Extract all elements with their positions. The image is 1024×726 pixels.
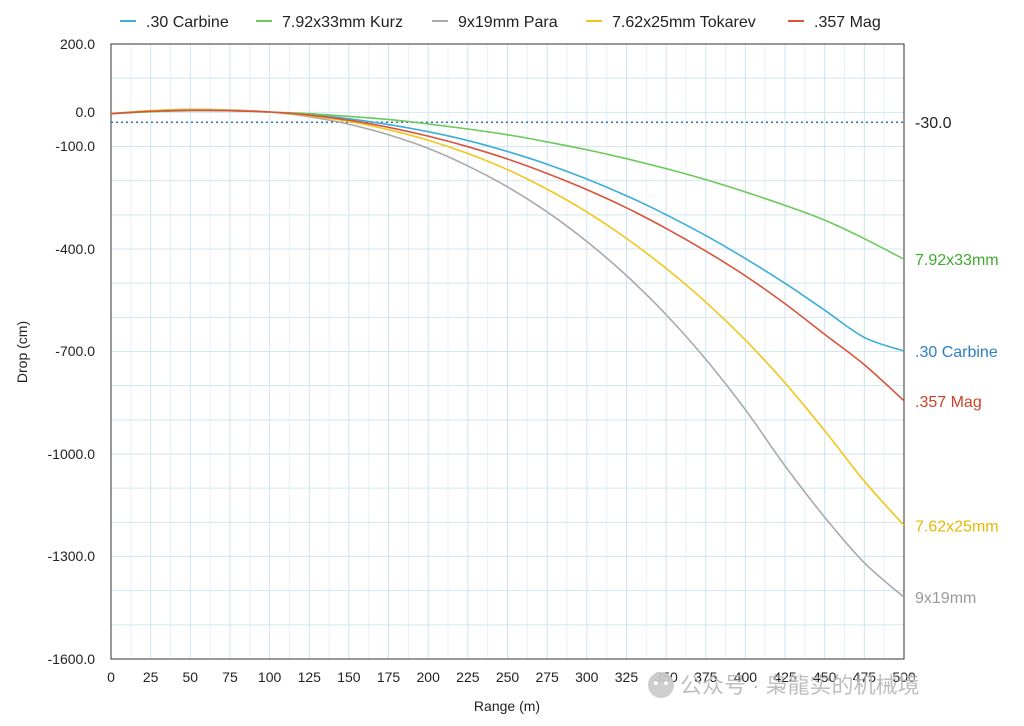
series-end-labels: .30 Carbine 7.92x33mm 9x19mm 7.62x25mm .357 …	[915, 252, 999, 607]
y-tick-label: -1000.0	[48, 446, 96, 462]
legend-label: 7.62x25mm Tokarev	[612, 14, 756, 31]
wechat-icon	[648, 672, 674, 698]
watermark-text: 公众号 · 枭龍实的机械境	[680, 673, 920, 698]
minor-grid	[111, 43, 904, 660]
series-end-label: 7.92x33mm	[915, 252, 999, 269]
series-end-label: 9x19mm	[915, 590, 976, 607]
x-tick-label: 225	[456, 669, 480, 685]
series-end-label: 7.62x25mm	[915, 518, 999, 535]
y-tick-label: -700.0	[55, 343, 95, 359]
x-tick-label: 500	[892, 669, 916, 685]
x-tick-label: 0	[107, 669, 115, 685]
reference-line-label: -30.0	[915, 115, 952, 132]
x-axis-title: Range (m)	[474, 698, 540, 714]
x-tick-label: 400	[734, 669, 758, 685]
x-tick-label: 425	[773, 669, 797, 685]
y-tick-labels: 200.0 0.0 -100.0 -400.0 -700.0 -1000.0 -1300.0…	[48, 36, 96, 667]
x-tick-label: 175	[377, 669, 401, 685]
x-tick-label: 200	[417, 669, 441, 685]
x-tick-label: 100	[258, 669, 282, 685]
y-tick-label: -100.0	[55, 138, 95, 154]
x-tick-label: 375	[694, 669, 718, 685]
x-tick-label: 50	[183, 669, 199, 685]
legend: .30 Carbine 7.92x33mm Kurz 9x19mm Para 7.62…	[120, 14, 881, 31]
legend-label: .357 Mag	[814, 14, 881, 31]
x-tick-label: 250	[496, 669, 520, 685]
major-grid	[110, 44, 905, 659]
legend-label: 9x19mm Para	[458, 14, 558, 31]
series-end-label: .30 Carbine	[915, 344, 998, 361]
y-tick-label: -400.0	[55, 241, 95, 257]
legend-label: 7.92x33mm Kurz	[282, 14, 403, 31]
series-line	[110, 109, 905, 402]
series-end-label: .357 Mag	[915, 394, 982, 411]
y-tick-label: 0.0	[76, 104, 96, 120]
x-tick-label: 300	[575, 669, 599, 685]
y-axis-title: Drop (cm)	[14, 321, 30, 383]
legend-label: .30 Carbine	[146, 14, 229, 31]
plot-frame	[110, 43, 905, 660]
watermark: 公众号 · 枭龍实的机械境	[648, 672, 920, 698]
y-tick-label: -1600.0	[48, 651, 96, 667]
x-tick-label: 75	[222, 669, 238, 685]
x-tick-labels: 0255075100125150175200225250275300325350…	[107, 669, 916, 685]
y-tick-label: 200.0	[60, 36, 95, 52]
x-tick-label: 325	[615, 669, 639, 685]
x-tick-label: 25	[143, 669, 159, 685]
x-tick-label: 475	[853, 669, 877, 685]
series-lines	[110, 108, 905, 598]
y-tick-label: -1300.0	[48, 548, 96, 564]
x-tick-label: 125	[298, 669, 322, 685]
x-tick-label: 275	[535, 669, 559, 685]
x-tick-label: 150	[337, 669, 361, 685]
x-tick-label: 450	[813, 669, 837, 685]
